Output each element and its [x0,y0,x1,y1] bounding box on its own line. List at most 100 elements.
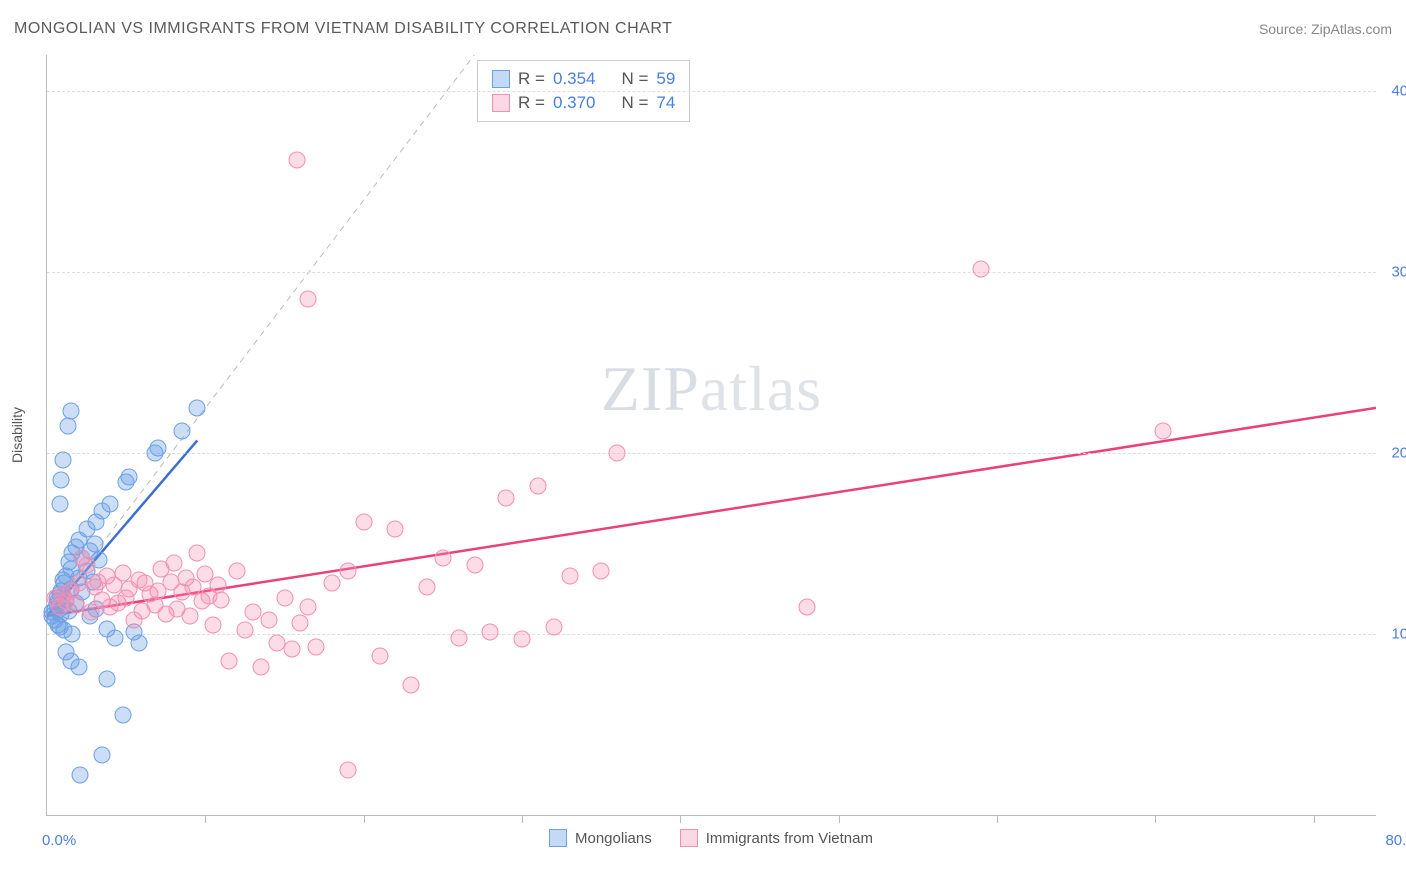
data-point [284,640,301,657]
data-point [355,513,372,530]
n-label: N = [621,69,648,89]
data-point [244,604,261,621]
data-point [339,562,356,579]
swatch-pink [492,94,510,112]
data-point [545,618,562,635]
data-point [70,575,87,592]
data-point [189,544,206,561]
data-point [252,658,269,675]
data-point [149,439,166,456]
legend-label: Immigrants from Vietnam [706,830,873,847]
source-link[interactable]: ZipAtlas.com [1311,21,1392,37]
data-point [67,597,84,614]
x-axis-origin-label: 0.0% [42,832,76,849]
data-point [529,477,546,494]
data-point [300,291,317,308]
legend-item-mongolians: Mongolians [549,829,652,847]
data-point [115,707,132,724]
data-point [99,671,116,688]
data-point [78,557,95,574]
data-point [107,629,124,646]
data-point [59,417,76,434]
data-point [289,151,306,168]
data-point [450,629,467,646]
x-tick [1314,815,1315,823]
n-label: N = [621,93,648,113]
r-value: 0.354 [553,69,596,89]
data-point [403,676,420,693]
data-point [593,562,610,579]
swatch-blue [492,70,510,88]
data-point [72,767,89,784]
x-tick [364,815,365,823]
data-point [70,658,87,675]
data-point [205,617,222,634]
y-tick-label: 30.0% [1391,264,1406,281]
data-point [276,589,293,606]
data-point [514,631,531,648]
data-point [51,495,68,512]
y-tick-label: 20.0% [1391,445,1406,462]
legend-label: Mongolians [575,830,652,847]
data-point [371,647,388,664]
r-label: R = [518,69,545,89]
data-point [268,635,285,652]
x-tick [1155,815,1156,823]
n-value: 74 [656,93,675,113]
swatch-blue [549,829,567,847]
chart-header: MONGOLIAN VS IMMIGRANTS FROM VIETNAM DIS… [14,20,1392,38]
data-point [102,495,119,512]
data-point [482,624,499,641]
data-point [609,445,626,462]
x-tick [205,815,206,823]
plot-area: ZIPatlas Disability R = 0.354 N = 59 R =… [46,55,1376,816]
data-point [86,535,103,552]
data-point [1155,423,1172,440]
data-point [466,557,483,574]
data-point [189,399,206,416]
data-point [561,568,578,585]
gridline [47,272,1376,273]
data-point [229,562,246,579]
stats-row-series-1: R = 0.354 N = 59 [492,67,675,91]
data-point [419,579,436,596]
data-point [221,653,238,670]
data-point [54,452,71,469]
data-point [236,622,253,639]
data-point [64,626,81,643]
y-tick-label: 10.0% [1391,626,1406,643]
data-point [62,403,79,420]
data-point [498,490,515,507]
chart-container: ZIPatlas Disability R = 0.354 N = 59 R =… [46,55,1376,845]
data-point [181,607,198,624]
r-value: 0.370 [553,93,596,113]
data-point [292,615,309,632]
trend-lines-layer [47,55,1376,815]
data-point [300,598,317,615]
n-value: 59 [656,69,675,89]
gridline [47,91,1376,92]
x-axis-max-label: 80.0% [1385,832,1406,849]
source-prefix: Source: [1259,21,1311,37]
source-attribution: Source: ZipAtlas.com [1259,21,1392,37]
data-point [973,260,990,277]
data-point [94,747,111,764]
data-point [115,564,132,581]
chart-title: MONGOLIAN VS IMMIGRANTS FROM VIETNAM DIS… [14,20,672,38]
data-point [339,761,356,778]
watermark: ZIPatlas [601,352,822,426]
data-point [387,521,404,538]
y-tick-label: 40.0% [1391,83,1406,100]
legend-item-vietnam: Immigrants from Vietnam [680,829,873,847]
x-tick [997,815,998,823]
data-point [308,638,325,655]
data-point [173,423,190,440]
r-label: R = [518,93,545,113]
data-point [324,575,341,592]
data-point [53,472,70,489]
gridline [47,453,1376,454]
data-point [434,550,451,567]
legend: Mongolians Immigrants from Vietnam [549,829,873,847]
x-tick [680,815,681,823]
data-point [213,591,230,608]
